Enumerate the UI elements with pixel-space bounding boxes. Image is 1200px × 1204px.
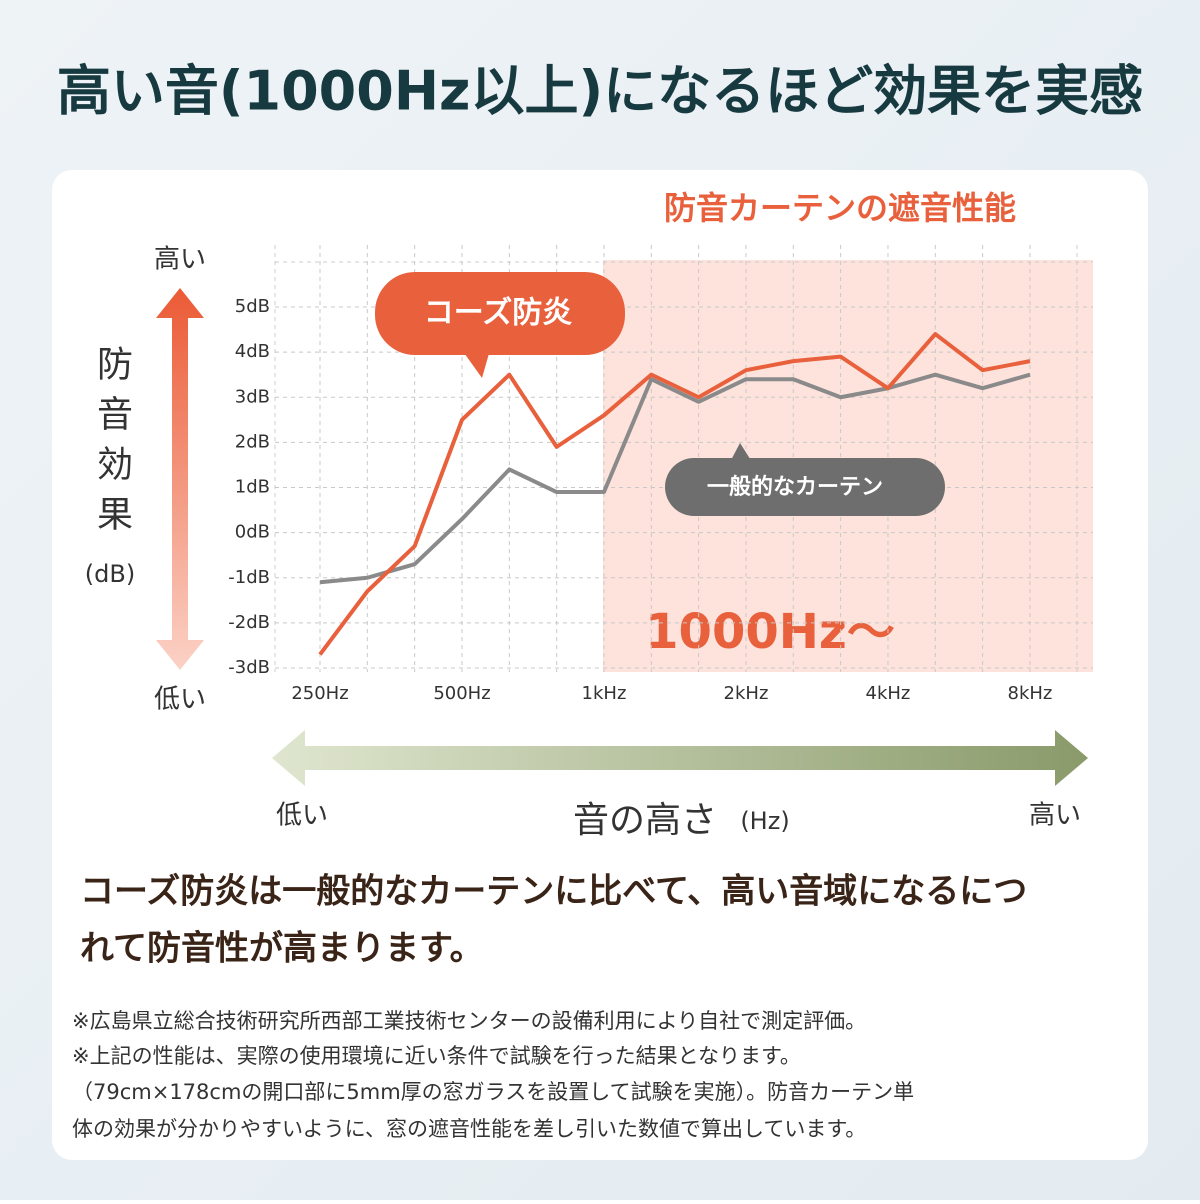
x-arrow <box>272 730 1088 786</box>
y-tick-label: 2dB <box>235 431 270 452</box>
x-tick-label: 1kHz <box>582 683 627 704</box>
y-tick-label: 0dB <box>235 522 270 543</box>
callout-tail <box>730 443 752 462</box>
x-high: 高い <box>1029 801 1081 831</box>
callout-tail <box>462 350 490 378</box>
x-tick-label: 250Hz <box>291 683 348 704</box>
x-tick-label: 2kHz <box>724 683 769 704</box>
summary-line: コーズ防炎は一般的なカーテンに比べて、高い音域になるにつ <box>80 872 1027 912</box>
annotation: 1000Hz〜 <box>645 604 895 660</box>
summary-line: れて防音性が高まります。 <box>80 929 484 969</box>
series-line <box>318 332 1031 656</box>
y-unit: (dB) <box>85 560 135 588</box>
callouts: コーズ防炎 一般的なカーテン <box>375 272 945 516</box>
y-tick-label: 3dB <box>235 386 270 407</box>
y-tick-label: 1dB <box>235 477 270 498</box>
series-line <box>319 372 1031 585</box>
y-low: 低い <box>154 685 206 715</box>
y-tick-label: -3dB <box>228 657 270 678</box>
callout-bubble <box>375 272 625 355</box>
x-tick-label: 500Hz <box>433 683 490 704</box>
x-tick-label: 8kHz <box>1008 683 1053 704</box>
callout-bubble <box>665 458 945 516</box>
y-tick-label: 4dB <box>235 341 270 362</box>
note: ※広島県立総合技術研究所西部工業技術センターの設備利用により自社で測定評価。 <box>72 1009 866 1033</box>
x-low: 低い <box>276 801 328 831</box>
x-tick-label: 4kHz <box>866 683 911 704</box>
note: 体の効果が分かりやすいように、窓の遮音性能を差し引いた数値で算出しています。 <box>72 1117 866 1141</box>
y-arrow <box>156 288 204 670</box>
note: （79cm×178cmの開口部に5mm厚の窓ガラスを設置して試験を実施）。防音カ… <box>72 1080 914 1104</box>
x-unit: (Hz) <box>740 807 789 835</box>
y-tick-label: 5dB <box>235 296 270 317</box>
y-tick-label: -1dB <box>228 567 270 588</box>
note: ※上記の性能は、実際の使用環境に近い条件で試験を行った結果となります。 <box>72 1044 801 1068</box>
x-axis-label: 音の高さ <box>573 800 717 841</box>
y-tick-label: -2dB <box>228 612 270 633</box>
legend-label: 一般的なカーテン <box>707 474 883 500</box>
chart-title: 防音カーテンの遮音性能 <box>664 189 1016 227</box>
y-axis-label: 防音効果 <box>91 345 132 545</box>
page-title: 高い音(1000Hz以上)になるほど効果を実感 <box>57 60 1143 123</box>
legend-label: コーズ防炎 <box>424 296 573 331</box>
y-high: 高い <box>154 245 206 275</box>
